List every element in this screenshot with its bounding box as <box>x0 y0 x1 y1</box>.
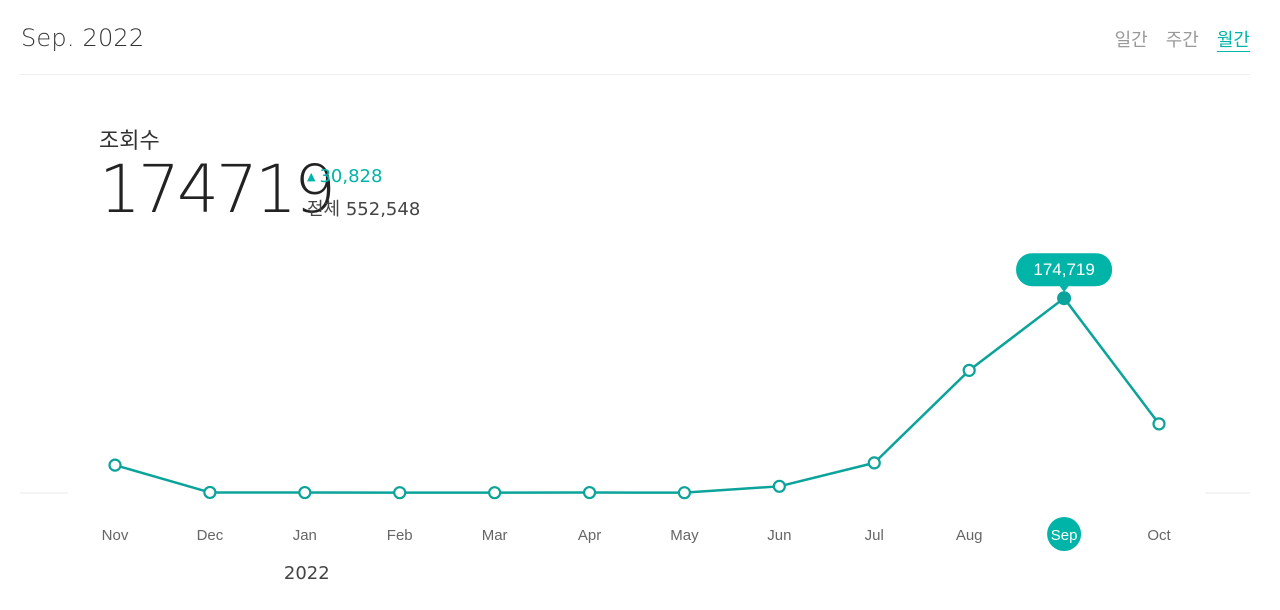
x-tick-label: Sep <box>1051 527 1078 544</box>
delta: ▲ 30,828 <box>307 166 382 187</box>
period-tabs: 일간 주간 월간 <box>1115 26 1250 52</box>
data-point-apr <box>582 485 597 500</box>
header: Sep. 2022 일간 주간 월간 <box>20 0 1250 75</box>
x-tick-label: Aug <box>956 527 983 544</box>
x-tick-label: Jul <box>865 527 884 544</box>
x-tick-label: Oct <box>1147 527 1171 544</box>
data-point-feb <box>393 486 407 500</box>
total-views: 전체 552,548 <box>307 199 421 220</box>
x-tick-label: Apr <box>578 527 601 544</box>
x-tick-label: Jan <box>293 527 317 544</box>
data-point-sep <box>1057 291 1072 306</box>
series-line <box>114 296 1160 494</box>
data-point-mar <box>488 486 502 500</box>
tooltip-value: 174,719 <box>1033 260 1094 279</box>
metric-label: 조회수 <box>99 129 160 154</box>
year-label: 2022 <box>284 563 330 584</box>
data-point-dec <box>203 485 217 500</box>
x-tick-label: Jun <box>767 527 791 544</box>
data-point-jun <box>772 479 786 493</box>
x-tick-label: Nov <box>102 527 129 544</box>
tooltip-pointer <box>1059 285 1070 293</box>
x-tick-label: May <box>670 527 699 544</box>
delta-value: 30,828 <box>319 166 383 187</box>
x-tick-label: Feb <box>387 527 413 544</box>
tab-weekly[interactable]: 주간 <box>1165 30 1199 51</box>
up-arrow-icon: ▲ <box>307 170 316 183</box>
period-title: Sep. 2022 <box>21 24 145 52</box>
data-point-may <box>677 486 692 500</box>
data-point-aug <box>962 363 976 377</box>
selected-month-badge <box>1047 517 1082 551</box>
tab-monthly[interactable]: 월간 <box>1216 30 1250 51</box>
x-tick-label: Dec <box>197 527 224 544</box>
data-point-nov <box>108 458 122 472</box>
data-point-jan <box>298 485 312 500</box>
value-tooltip <box>1016 253 1113 287</box>
metric-value: 174719 <box>99 151 336 228</box>
data-point-oct <box>1152 417 1166 431</box>
x-tick-label: Mar <box>482 527 508 544</box>
data-point-jul <box>867 456 881 470</box>
tab-daily[interactable]: 일간 <box>1114 30 1148 51</box>
